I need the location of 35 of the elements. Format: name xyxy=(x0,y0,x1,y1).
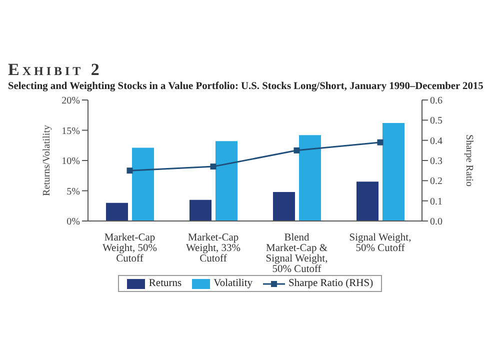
y-tick-label: 10% xyxy=(62,156,80,168)
x-tick-label: Market-Cap Weight, 50% Cutoff xyxy=(102,232,158,264)
point xyxy=(377,139,384,146)
bar xyxy=(382,122,404,221)
legend-label: Returns xyxy=(148,278,182,289)
y-tick-label: 0% xyxy=(66,216,80,228)
y-tick-label: 5% xyxy=(66,186,80,198)
y-tick-label: 15% xyxy=(62,126,80,137)
point xyxy=(126,168,133,174)
x-tick-label: Signal Weight, 50% Cutoff xyxy=(349,232,412,254)
legend-label: Sharpe Ratio (RHS) xyxy=(288,278,374,289)
x-tick-label: Blend Market-Cap & Signal Weight, 50% Cutoff xyxy=(266,232,328,275)
legend-label: Volatility xyxy=(214,278,252,289)
x-tick-label: Market-Cap Weight, 33% Cutoff xyxy=(186,232,241,264)
bar xyxy=(132,148,154,221)
chart-title: Exhibit 2 xyxy=(8,60,104,80)
bar xyxy=(190,200,212,221)
y2-tick-label: 0.2 xyxy=(430,176,442,188)
chart-subtitle: Selecting and Weighting Stocks in a Value Portfolio: U.S. Stocks Long/Short, January 1990–December 2015 xyxy=(8,81,484,92)
bar xyxy=(356,182,378,221)
y-axis-title: Returns/Volatility xyxy=(42,125,53,196)
y2-tick-label: 0.4 xyxy=(430,136,442,147)
y2-tick-label: 0.1 xyxy=(430,196,442,208)
point xyxy=(294,147,300,154)
y2-tick-label: 0.6 xyxy=(430,96,442,107)
y-tick-label: 20% xyxy=(62,96,80,107)
y2-tick-label: 0.0 xyxy=(430,216,442,228)
point xyxy=(210,164,216,170)
y2-tick-label: 0.5 xyxy=(430,116,442,127)
bar xyxy=(299,135,321,221)
bar xyxy=(216,141,238,221)
bar xyxy=(273,192,295,221)
y2-axis-title: Sharpe Ratio xyxy=(463,134,474,186)
bar xyxy=(106,202,128,221)
y2-tick-label: 0.3 xyxy=(430,156,442,168)
